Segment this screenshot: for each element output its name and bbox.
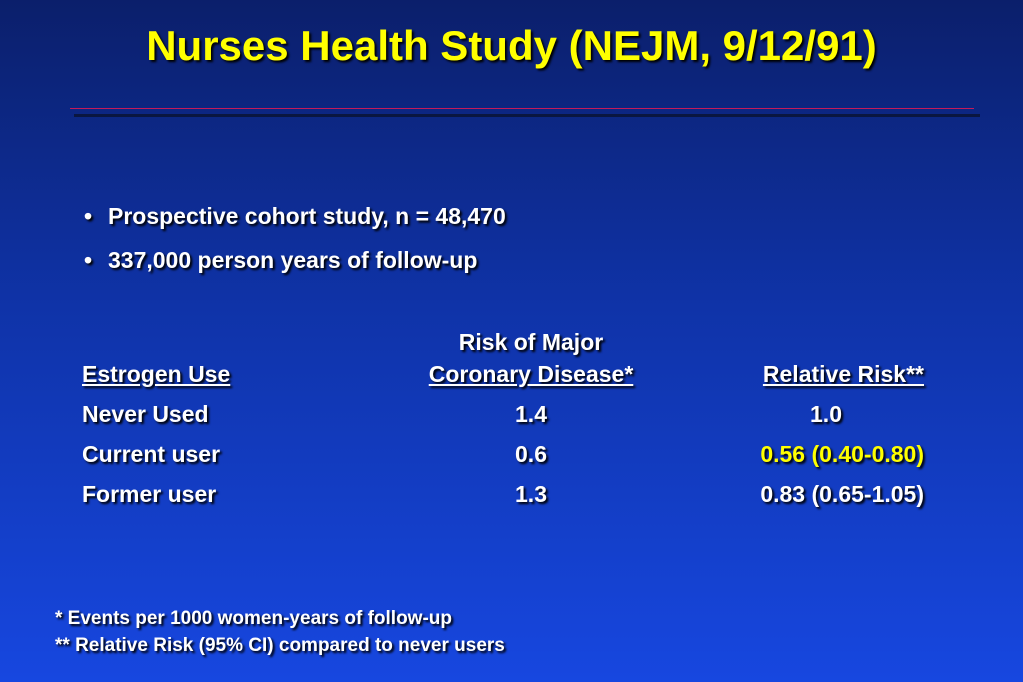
header-relative-risk: Relative Risk** [762,361,924,387]
title-divider-shadow [74,114,980,117]
cell-estrogen-use: Current user [82,441,221,467]
bullet-item: • 337,000 person years of follow-up [84,247,506,291]
header-estrogen-use: Estrogen Use [82,361,231,387]
footnote: ** Relative Risk (95% CI) compared to ne… [55,635,505,656]
bullet-icon: • [84,247,93,273]
footnote: * Events per 1000 women-years of follow-… [55,608,452,629]
footnotes: * Events per 1000 women-years of follow-… [55,608,505,662]
bullet-item: • Prospective cohort study, n = 48,470 [84,203,506,247]
bullet-list: • Prospective cohort study, n = 48,470 • 3… [84,203,506,291]
cell-risk: 0.6 [515,441,547,467]
cell-risk: 1.4 [515,401,547,427]
header-risk-line1: Risk of Major [458,329,604,355]
bullet-text: Prospective cohort study, n = 48,470 [108,203,506,229]
title-divider [70,108,974,109]
cell-estrogen-use: Never Used [82,401,209,427]
cell-relative-risk: 1.0 [810,401,842,427]
header-risk-line2: Coronary Disease* [428,361,634,387]
cell-estrogen-use: Former user [82,481,217,507]
slide-title: Nurses Health Study (NEJM, 9/12/91) [146,22,877,69]
bullet-icon: • [84,203,93,229]
bullet-text: 337,000 person years of follow-up [108,247,478,273]
cell-risk: 1.3 [515,481,547,507]
cell-relative-risk: 0.83 (0.65-1.05) [760,481,924,507]
cell-relative-risk-highlighted: 0.56 (0.40-0.80) [760,441,924,467]
